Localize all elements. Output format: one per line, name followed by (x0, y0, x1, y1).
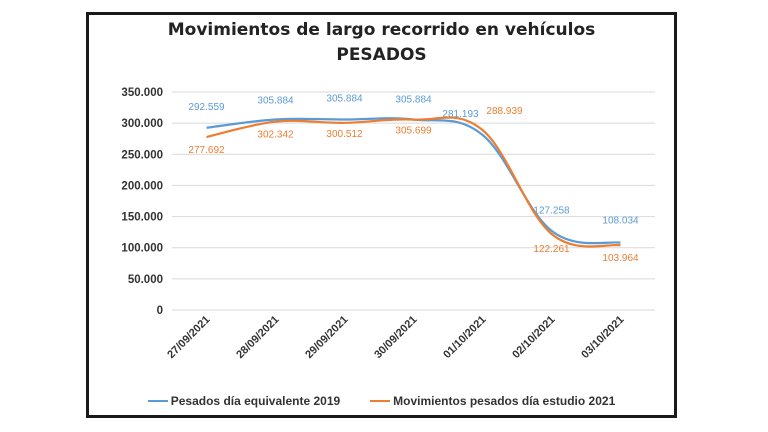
y-tick-label: 200.000 (121, 180, 163, 192)
data-label: 292.559 (188, 102, 225, 113)
chart-subtitle: PESADOS (336, 45, 427, 65)
legend-swatch-2019 (147, 400, 168, 402)
y-tick-label: 250.000 (121, 149, 163, 161)
data-label: 305.699 (395, 126, 432, 137)
chart-frame (86, 12, 677, 418)
x-tick-label: 27/09/2021 (165, 314, 212, 361)
data-label: 305.884 (395, 94, 432, 105)
legend-label-2019: Pesados día equivalente 2019 (170, 394, 341, 408)
data-label: 127.258 (533, 206, 570, 217)
legend-item-2019[interactable]: Pesados día equivalente 2019 (147, 394, 341, 408)
data-label: 305.884 (326, 93, 363, 104)
legend-swatch-2021 (370, 400, 391, 402)
y-tick-label: 50.000 (128, 274, 163, 286)
y-tick-label: 150.000 (121, 212, 163, 224)
y-tick-label: 100.000 (121, 243, 163, 255)
y-tick-label: 0 (157, 305, 163, 317)
y-tick-label: 350.000 (121, 87, 163, 99)
x-tick-label: 03/10/2021 (579, 314, 626, 361)
chart-title-line1: Movimientos de largo recorrido en vehícu… (167, 20, 596, 40)
data-label: 108.034 (602, 216, 639, 227)
data-label: 122.261 (533, 244, 570, 255)
legend-item-2021[interactable]: Movimientos pesados día estudio 2021 (370, 394, 615, 408)
data-label: 103.964 (602, 253, 639, 264)
y-tick-label: 300.000 (121, 118, 163, 130)
x-tick-label: 30/09/2021 (372, 314, 419, 361)
data-label: 281.193 (442, 109, 479, 120)
x-tick-label: 01/10/2021 (441, 314, 488, 361)
chart-title: Movimientos de largo recorrido en vehícu… (86, 18, 677, 68)
x-tick-label: 02/10/2021 (510, 314, 557, 361)
legend-label-2021: Movimientos pesados día estudio 2021 (393, 394, 616, 408)
legend: Pesados día equivalente 2019 Movimientos… (86, 394, 677, 408)
data-label: 288.939 (486, 106, 523, 117)
data-label: 302.342 (257, 130, 294, 141)
data-label: 300.512 (326, 129, 363, 140)
data-label: 305.884 (257, 95, 294, 106)
data-label: 277.692 (188, 145, 225, 156)
x-tick-label: 29/09/2021 (303, 314, 350, 361)
x-tick-label: 28/09/2021 (234, 314, 281, 361)
